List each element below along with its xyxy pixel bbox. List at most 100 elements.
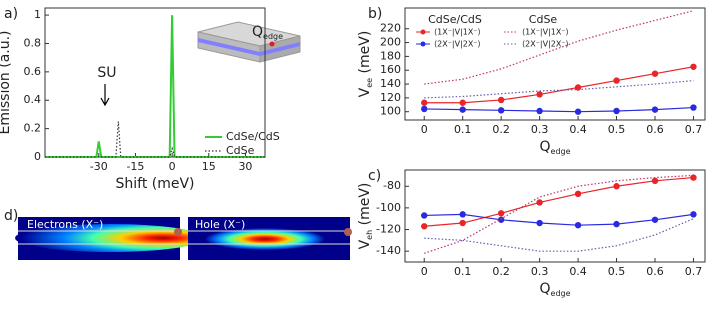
y-tick-label: -120 <box>376 223 401 236</box>
y-tick-label: 0 <box>34 150 41 163</box>
marker <box>613 220 620 228</box>
marker <box>690 211 697 218</box>
image-label: Electrons (X⁻) <box>27 218 103 231</box>
subscript: edge <box>551 289 571 298</box>
y-tick-label: -80 <box>383 179 401 192</box>
marker <box>651 106 659 113</box>
x-tick-label: 0.6 <box>646 265 664 278</box>
arrow <box>100 84 110 107</box>
label-part: V <box>357 87 373 97</box>
legend-marker <box>420 29 426 35</box>
y-tick-label: 180 <box>380 49 401 62</box>
label-part: Q <box>539 281 550 297</box>
subscript: edge <box>263 32 283 41</box>
x-tick-label: 0 <box>421 123 428 136</box>
x-tick-label: 15 <box>202 160 216 173</box>
x-tick-label: 0.4 <box>569 265 587 278</box>
label-part: (meV) <box>357 31 373 78</box>
x-tick-label: 0.7 <box>685 265 703 278</box>
marker <box>651 70 659 77</box>
series-line <box>424 79 694 99</box>
legend-header: CdSe/CdS <box>428 13 482 26</box>
subscript: eh <box>365 230 374 240</box>
marker <box>613 107 620 115</box>
x-tick-label: 0.4 <box>569 123 587 136</box>
marker <box>421 223 428 230</box>
x-tick-label: 0.1 <box>454 123 472 136</box>
marker <box>690 63 697 70</box>
annotation: SU <box>97 65 116 81</box>
marker <box>536 91 543 98</box>
marker <box>421 105 428 113</box>
y-tick-label: 0.8 <box>24 36 42 49</box>
marker <box>497 107 505 114</box>
marker <box>459 211 466 218</box>
y-tick-label: 100 <box>380 105 401 118</box>
marker <box>613 77 620 84</box>
marker <box>690 174 697 181</box>
marker <box>536 107 543 115</box>
marker <box>497 210 505 217</box>
panel-label: b) <box>368 6 382 22</box>
x-tick-label: 0.5 <box>608 265 626 278</box>
heatmap <box>15 217 205 260</box>
marker <box>574 108 582 115</box>
x-tick-label: 0.7 <box>685 123 703 136</box>
axis-label: Qedge <box>252 24 283 41</box>
legend-marker <box>420 41 426 47</box>
panel-label: c) <box>368 168 381 184</box>
inset <box>197 21 301 63</box>
legend-label: CdSe/CdS <box>226 130 280 143</box>
axis-label: Qedge <box>539 139 570 156</box>
label-part: Q <box>252 24 263 40</box>
series-line <box>45 15 265 158</box>
subscript: ee <box>365 78 374 88</box>
marker <box>613 183 620 190</box>
y-tick-label: -140 <box>376 244 401 257</box>
plot-frame <box>404 7 706 121</box>
legend-label: ⟨2X⁻|V|2X⁻⟩ <box>434 40 481 49</box>
label-part: Q <box>539 139 550 155</box>
axis-label: Veh (meV) <box>357 183 374 250</box>
legend-label: ⟨2X⁻|V|2X⁻⟩ <box>522 40 569 49</box>
y-tick-label: 0.2 <box>24 122 42 135</box>
axis-label: Vee (meV) <box>357 31 374 98</box>
panel-label: a) <box>4 6 18 22</box>
y-tick-label: 220 <box>380 22 401 35</box>
marker <box>536 199 543 206</box>
marker <box>459 219 466 227</box>
x-tick-label: 0.6 <box>646 123 664 136</box>
x-tick-label: 30 <box>238 160 252 173</box>
image-label: Hole (X⁻) <box>195 218 245 231</box>
axis-label: Emission (a.u.) <box>0 30 13 134</box>
marker <box>421 99 428 106</box>
marker <box>690 104 697 111</box>
heatmap <box>188 217 352 260</box>
label-part: (meV) <box>357 183 373 230</box>
x-tick-label: -15 <box>126 160 144 173</box>
legend-header: CdSe <box>529 13 558 26</box>
series-line <box>424 213 694 226</box>
axis-label: Shift (meV) <box>115 176 194 192</box>
marker <box>574 190 582 198</box>
y-tick-label: 0.4 <box>24 93 42 106</box>
x-tick-label: 0.2 <box>492 123 510 136</box>
plot-frame <box>404 169 706 263</box>
x-tick-label: 0.5 <box>608 123 626 136</box>
x-tick-label: 0.1 <box>454 265 472 278</box>
marker <box>497 216 505 223</box>
label-part: V <box>357 239 373 249</box>
x-tick-label: 0 <box>169 160 176 173</box>
x-tick-label: 0.2 <box>492 265 510 278</box>
y-tick-label: -100 <box>376 201 401 214</box>
marker <box>459 106 466 113</box>
x-tick-label: -30 <box>90 160 108 173</box>
series-line <box>424 106 694 113</box>
marker <box>536 219 543 227</box>
legend-label: ⟨1X⁻|V|1X⁻⟩ <box>434 28 481 37</box>
panel-label: d) <box>4 208 18 224</box>
marker <box>651 177 659 185</box>
subscript: edge <box>551 147 571 156</box>
marker <box>574 84 582 91</box>
